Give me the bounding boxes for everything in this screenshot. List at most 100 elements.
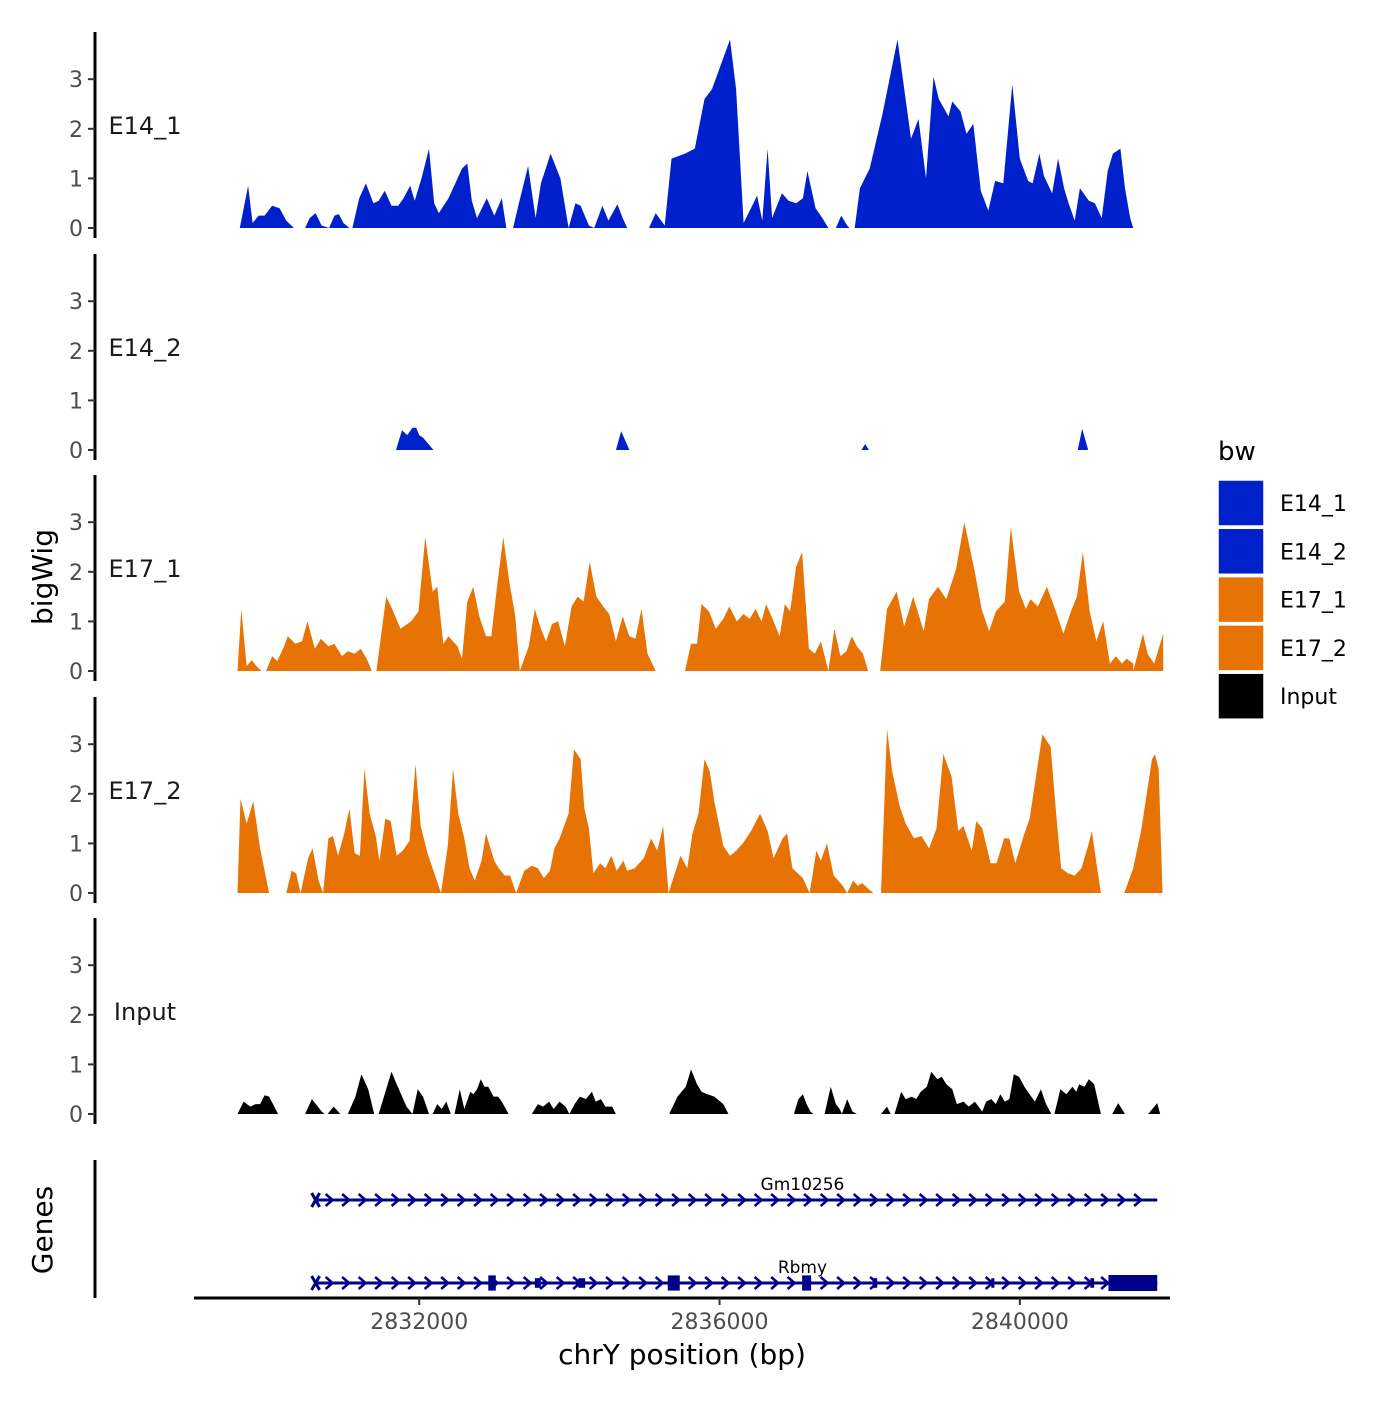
gene-gm10256: Gm10256: [310, 1175, 1158, 1208]
strand-arrow-icon: [1100, 1276, 1111, 1290]
gene-start-cap-rbmy: [310, 1275, 321, 1291]
y-tick-label-e17-1-2: 2: [69, 561, 83, 586]
strand-arrow-icon: [407, 1193, 418, 1207]
strand-arrow-icon: [341, 1276, 352, 1290]
strand-arrow-icon: [522, 1276, 533, 1290]
y-tick-label-input-3: 3: [69, 954, 83, 979]
area-e14-1-segment-3: [352, 148, 507, 228]
area-e14-1-segment-5: [568, 203, 595, 228]
strand-arrow-icon: [423, 1193, 434, 1207]
strand-arrow-icon: [704, 1193, 715, 1207]
strand-arrow-icon: [1083, 1193, 1094, 1207]
strand-arrow-icon: [720, 1276, 731, 1290]
track-label-input: Input: [114, 998, 176, 1026]
legend-swatch-e14-2: [1217, 527, 1265, 576]
area-e17-1-segment-0: [237, 609, 262, 671]
area-input-segment-0: [237, 1095, 279, 1114]
strand-arrow-icon: [737, 1193, 748, 1207]
area-e17-2-segment-10: [1124, 754, 1163, 893]
strand-arrow-icon: [390, 1193, 401, 1207]
x-tick-label-2832000: 2832000: [370, 1310, 468, 1335]
strand-arrow-icon: [407, 1276, 418, 1290]
strand-arrow-icon: [621, 1276, 632, 1290]
strand-arrow-icon: [539, 1276, 550, 1290]
area-e17-1-segment-7: [1133, 633, 1164, 671]
legend-swatch-input: [1217, 672, 1265, 720]
strand-arrow-icon: [324, 1193, 335, 1207]
area-e17-1-segment-4: [685, 552, 829, 671]
area-e17-1-segment-1: [266, 621, 372, 671]
legend-label-e14-2: E14_2: [1280, 540, 1347, 565]
strand-arrow-icon: [357, 1193, 368, 1207]
area-input-segment-18: [1148, 1103, 1161, 1114]
y-tick-label-e14-1-1: 1: [69, 167, 83, 192]
exon-rbmy-1: [534, 1278, 541, 1288]
strand-arrow-icon: [440, 1193, 451, 1207]
strand-arrow-icon: [341, 1193, 352, 1207]
strand-arrow-icon: [836, 1276, 847, 1290]
track-panel-input: 0 1 2 3 Input: [69, 918, 1161, 1128]
strand-arrow-icon: [654, 1193, 665, 1207]
legend: bw E14_1 E14_2 E17_1 E17_2 Input: [1217, 437, 1347, 720]
strand-arrow-icon: [357, 1276, 368, 1290]
strand-arrow-icon: [473, 1193, 484, 1207]
area-e17-1-segment-6: [880, 522, 1134, 671]
area-input-segment-16: [1054, 1079, 1101, 1114]
area-e17-2-segment-3: [323, 764, 441, 893]
track-label-e14-2: E14_2: [109, 334, 182, 362]
area-e14-1-segment-0: [239, 185, 296, 228]
area-e14-2-segment-3: [1077, 428, 1089, 450]
track-panel-e17-2: 0 1 2 3 E17_2: [69, 697, 1163, 907]
area-e14-1-segment-1: [305, 213, 330, 228]
strand-arrow-icon: [572, 1193, 583, 1207]
track-panel-e14-1: 0 1 2 3 E14_1: [69, 32, 1134, 242]
y-tick-label-input-1: 1: [69, 1053, 83, 1078]
strand-arrow-icon: [456, 1193, 467, 1207]
strand-arrow-icon: [720, 1193, 731, 1207]
strand-arrow-icon: [1100, 1193, 1111, 1207]
strand-arrow-icon: [704, 1276, 715, 1290]
area-input-segment-3: [347, 1074, 375, 1114]
strand-arrow-icon: [786, 1276, 797, 1290]
strand-arrow-icon: [918, 1276, 929, 1290]
strand-arrow-icon: [935, 1276, 946, 1290]
area-e14-1-segment-7: [649, 39, 829, 228]
legend-label-input: Input: [1280, 685, 1337, 710]
track-label-e14-1: E14_1: [109, 112, 182, 140]
area-e17-1-segment-3: [519, 561, 656, 671]
genes-layer: Gm10256 Rbmy: [93, 1160, 1158, 1298]
y-tick-label-e14-1-0: 0: [69, 217, 83, 242]
legend-label-e17-2: E17_2: [1280, 637, 1347, 662]
strand-arrow-icon: [1001, 1276, 1012, 1290]
area-e17-2-segment-7: [809, 843, 848, 893]
area-e14-2-segment-2: [861, 444, 869, 450]
area-input-segment-12: [824, 1086, 842, 1114]
legend-label-e17-1: E17_1: [1280, 589, 1347, 614]
area-e14-2-segment-1: [615, 431, 630, 450]
y-tick-label-e17-2-2: 2: [69, 783, 83, 808]
area-e14-1-segment-6: [594, 204, 628, 228]
strand-arrow-icon: [1050, 1276, 1061, 1290]
y-tick-label-input-2: 2: [69, 1004, 83, 1029]
area-e17-2-segment-8: [847, 880, 874, 893]
strand-arrow-icon: [1001, 1193, 1012, 1207]
exon-rbmy-6: [991, 1278, 995, 1288]
gene-start-cap-gm10256: [310, 1192, 321, 1208]
area-e14-1-segment-9: [854, 39, 1134, 228]
gene-rbmy: Rbmy: [310, 1258, 1158, 1291]
strand-arrow-icon: [1067, 1193, 1078, 1207]
area-input-segment-5: [412, 1089, 429, 1114]
strand-arrow-icon: [456, 1276, 467, 1290]
strand-arrow-icon: [1034, 1193, 1045, 1207]
strand-arrow-icon: [852, 1276, 863, 1290]
area-input-segment-9: [569, 1091, 616, 1114]
strand-arrow-icon: [770, 1276, 781, 1290]
y-tick-label-input-0: 0: [69, 1103, 83, 1128]
y-tick-label-e17-2-3: 3: [69, 733, 83, 758]
strand-arrow-icon: [819, 1193, 830, 1207]
strand-arrow-icon: [1050, 1193, 1061, 1207]
area-e17-1-segment-2: [376, 537, 520, 671]
exon-rbmy-5: [872, 1278, 878, 1288]
exon-rbmy-8: [1108, 1275, 1158, 1291]
